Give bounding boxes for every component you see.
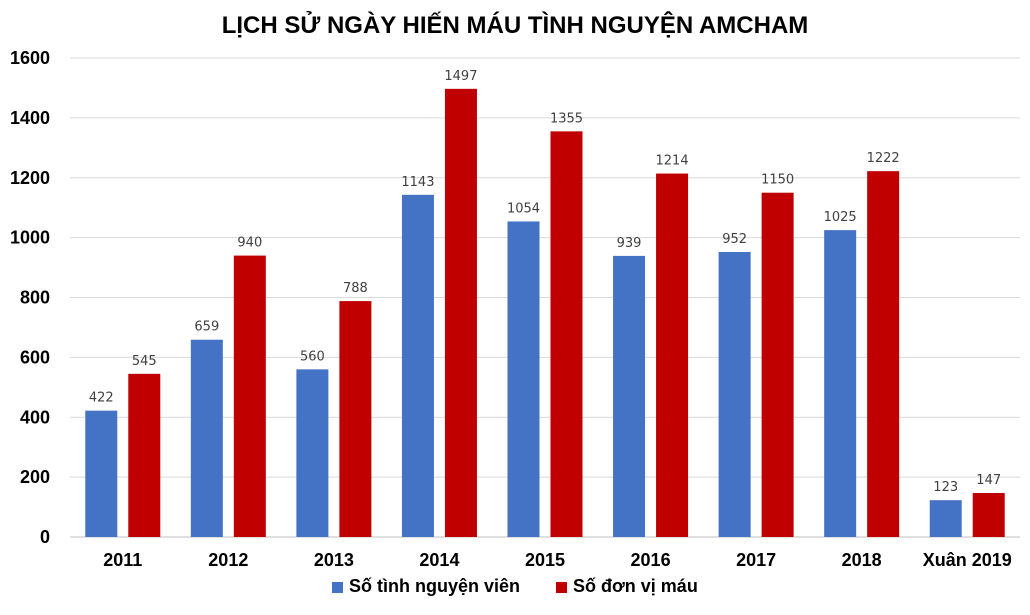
data-label-blood-units: 788	[343, 281, 368, 296]
bar-blood-units	[128, 373, 161, 537]
y-tick-label: 1600	[10, 48, 50, 68]
data-label-volunteers: 952	[722, 232, 747, 247]
data-label-volunteers: 1025	[824, 210, 857, 225]
bar-volunteers	[296, 369, 329, 537]
data-label-volunteers: 560	[300, 349, 325, 364]
bar-blood-units	[656, 173, 689, 537]
data-labels: 422 545 659 940 560 788 1143 1497 1054 1355 939 121…	[89, 69, 1001, 495]
legend-label-volunteers: Số tình nguyện viên	[349, 576, 520, 596]
y-tick-label: 1000	[10, 228, 50, 248]
data-label-volunteers: 1143	[401, 175, 434, 190]
data-label-blood-units: 940	[237, 236, 262, 251]
x-axis-ticks: 2011 2012 2013 2014 2015 2016 2017 2018 Xuân 201…	[103, 550, 1012, 570]
bar-blood-units	[761, 192, 794, 537]
x-tick-label: 2012	[208, 550, 248, 570]
y-tick-label: 0	[40, 527, 50, 547]
data-label-volunteers: 123	[933, 480, 958, 495]
x-tick-label: 2015	[525, 550, 565, 570]
data-label-blood-units: 147	[976, 473, 1001, 488]
legend-swatch-volunteers	[332, 582, 343, 593]
data-label-blood-units: 1214	[656, 154, 689, 169]
legend-swatch-blood-units	[556, 582, 567, 593]
legend-label-blood-units: Số đơn vị máu	[573, 576, 698, 596]
data-label-volunteers: 422	[89, 391, 114, 406]
bar-volunteers	[929, 500, 962, 537]
bar-volunteers	[85, 410, 118, 537]
data-label-blood-units: 1222	[867, 151, 900, 166]
y-tick-label: 1400	[10, 108, 50, 128]
bar-volunteers	[718, 251, 751, 537]
x-tick-label: Xuân 2019	[923, 550, 1012, 570]
bars	[85, 88, 1005, 538]
bar-blood-units	[444, 88, 477, 537]
bar-volunteers	[401, 194, 434, 537]
bar-volunteers	[824, 230, 857, 537]
x-tick-label: 2014	[419, 550, 459, 570]
data-label-volunteers: 1054	[507, 201, 540, 216]
x-tick-label: 2017	[736, 550, 776, 570]
x-tick-label: 2011	[103, 550, 142, 570]
data-label-volunteers: 659	[194, 320, 219, 335]
bar-volunteers	[190, 339, 223, 537]
legend: Số tình nguyện viên Số đơn vị máu	[332, 576, 698, 596]
data-label-blood-units: 545	[132, 354, 157, 369]
y-tick-label: 1200	[10, 168, 50, 188]
y-tick-label: 200	[20, 467, 50, 487]
data-label-blood-units: 1150	[761, 173, 794, 188]
x-tick-label: 2013	[314, 550, 354, 570]
y-axis-ticks: 0 200 400 600 800 1000 1200 1400 1600	[10, 48, 50, 547]
data-label-volunteers: 939	[617, 236, 642, 251]
y-tick-label: 800	[20, 288, 50, 308]
y-tick-label: 400	[20, 407, 50, 427]
bar-volunteers	[507, 221, 540, 538]
bar-blood-units	[339, 301, 372, 537]
data-label-blood-units: 1355	[550, 111, 583, 126]
bar-blood-units	[972, 492, 1005, 537]
bar-blood-units	[233, 255, 266, 537]
bar-blood-units	[550, 131, 583, 538]
x-tick-label: 2016	[631, 550, 671, 570]
bar-blood-units	[867, 171, 900, 537]
x-tick-label: 2018	[842, 550, 882, 570]
data-label-blood-units: 1497	[444, 69, 477, 84]
y-tick-label: 600	[20, 347, 50, 367]
bar-volunteers	[613, 255, 646, 537]
chart-title: LỊCH SỬ NGÀY HIẾN MÁU TÌNH NGUYỆN AMCHAM	[222, 10, 809, 39]
gridlines	[70, 57, 1020, 538]
